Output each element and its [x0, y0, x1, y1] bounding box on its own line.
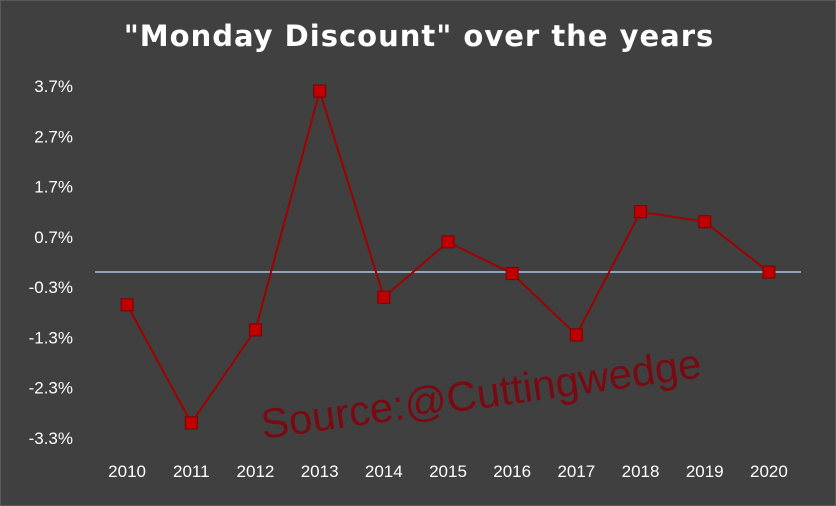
data-point-marker — [634, 205, 648, 219]
x-tick-label: 2014 — [365, 462, 403, 481]
x-tick-label: 2015 — [429, 462, 467, 481]
x-tick-label: 2019 — [686, 462, 724, 481]
x-tick-label: 2012 — [237, 462, 275, 481]
data-point-marker — [505, 267, 519, 281]
y-tick-label: -0.3% — [29, 278, 73, 297]
data-point-marker — [441, 235, 455, 249]
data-point-marker — [377, 290, 391, 304]
x-tick-label: 2011 — [173, 462, 210, 481]
data-point-marker — [184, 416, 198, 430]
y-axis: 3.7% 2.7% 1.7% 0.7% -0.3% -1.3% -2.3% -3.3% — [29, 77, 73, 448]
x-tick-label: 2013 — [301, 462, 339, 481]
series-markers — [120, 84, 776, 430]
y-tick-label: 2.7% — [34, 127, 73, 146]
data-point-marker — [762, 265, 776, 279]
y-tick-label: 3.7% — [34, 77, 73, 96]
data-point-marker — [120, 298, 134, 312]
y-tick-label: 1.7% — [34, 178, 73, 197]
y-tick-label: -3.3% — [29, 429, 73, 448]
y-tick-label: -1.3% — [29, 328, 73, 347]
x-tick-label: 2016 — [493, 462, 531, 481]
x-tick-label: 2017 — [557, 462, 595, 481]
data-point-marker — [698, 215, 712, 229]
data-point-marker — [569, 328, 583, 342]
x-axis: 2010 2011 2012 2013 2014 2015 2016 2017 2018 2019… — [108, 462, 788, 481]
x-tick-label: 2018 — [622, 462, 660, 481]
x-tick-label: 2020 — [750, 462, 788, 481]
watermark-text: Source:@Cuttingwedge — [258, 340, 704, 448]
y-tick-label: -2.3% — [29, 379, 73, 398]
x-tick-label: 2010 — [108, 462, 146, 481]
chart-title: "Monday Discount" over the years — [123, 19, 715, 53]
data-point-marker — [248, 323, 262, 337]
y-tick-label: 0.7% — [34, 228, 73, 247]
data-point-marker — [313, 84, 327, 98]
